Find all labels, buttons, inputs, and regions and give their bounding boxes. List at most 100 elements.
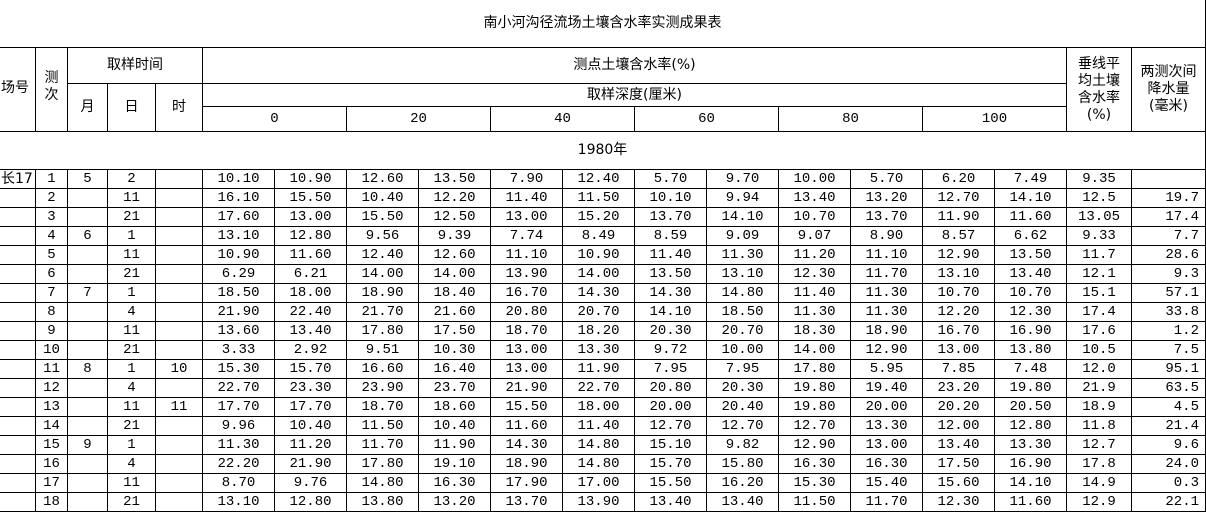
cell-text: 22.70 bbox=[577, 379, 620, 396]
table-cell: 8 bbox=[68, 360, 108, 379]
table-cell: 22.20 bbox=[203, 455, 275, 474]
cell-text: 14.00 bbox=[361, 265, 404, 282]
table-cell: 9.76 bbox=[275, 474, 347, 493]
table-cell: 12.7 bbox=[1067, 436, 1132, 455]
table-cell bbox=[68, 341, 108, 360]
cell-text: 7.5 bbox=[1173, 341, 1199, 358]
table-cell: 21.9 bbox=[1067, 379, 1132, 398]
depth-label: 0 bbox=[203, 107, 347, 132]
table-cell: 15.40 bbox=[851, 474, 923, 493]
table-cell: 11.60 bbox=[995, 208, 1067, 227]
table-cell bbox=[156, 227, 203, 246]
cell-text: 11.90 bbox=[937, 208, 980, 225]
cell-text: 22.70 bbox=[217, 379, 260, 396]
table-cell: 11.50 bbox=[779, 493, 851, 512]
cell-text: 18.90 bbox=[505, 455, 548, 472]
table-cell: 10.40 bbox=[419, 417, 491, 436]
cell-text: 16.30 bbox=[433, 474, 476, 491]
table-cell: 16.10 bbox=[203, 189, 275, 208]
cell-text: 18.70 bbox=[361, 398, 404, 415]
table-cell: 5.70 bbox=[635, 170, 707, 189]
table-cell bbox=[68, 265, 108, 284]
table-cell bbox=[0, 208, 36, 227]
table-cell: 15.10 bbox=[635, 436, 707, 455]
table-cell: 16 bbox=[36, 455, 68, 474]
cell-text: 12.40 bbox=[361, 246, 404, 263]
cell-text: 8.57 bbox=[941, 227, 976, 244]
table-cell: 15.50 bbox=[491, 398, 563, 417]
table-cell: 17.70 bbox=[203, 398, 275, 417]
cell-text: 21 bbox=[123, 493, 140, 510]
cell-text: 10.40 bbox=[433, 417, 476, 434]
cell-text: 21 bbox=[123, 208, 140, 225]
table-cell: 17 bbox=[36, 474, 68, 493]
table-cell: 12.5 bbox=[1067, 189, 1132, 208]
cell-text: 两测次间 bbox=[1140, 64, 1197, 80]
cell-text: 7.74 bbox=[509, 227, 544, 244]
table-cell: 21 bbox=[108, 417, 156, 436]
cell-text: 13.00 bbox=[505, 208, 548, 225]
table-cell: 11.7 bbox=[1067, 246, 1132, 265]
cell-text: 22.40 bbox=[289, 303, 332, 320]
cell-text: 测 bbox=[44, 70, 59, 86]
cell-text: 18.90 bbox=[865, 322, 908, 339]
cell-text: 11.90 bbox=[433, 436, 476, 453]
table-cell: 17.4 bbox=[1132, 208, 1206, 227]
table-cell: 1 bbox=[108, 284, 156, 303]
cell-text: 20.70 bbox=[577, 303, 620, 320]
cell-text: 12.90 bbox=[937, 246, 980, 263]
table-cell: 8 bbox=[36, 303, 68, 322]
cell-text: 13.50 bbox=[649, 265, 692, 282]
table-cell bbox=[68, 303, 108, 322]
table-cell: 21.90 bbox=[491, 379, 563, 398]
cell-text: 9.35 bbox=[1082, 170, 1116, 187]
table-cell: 13.10 bbox=[203, 227, 275, 246]
cell-text: 15.50 bbox=[361, 208, 404, 225]
table-cell: 7.95 bbox=[707, 360, 779, 379]
table-cell: 11.30 bbox=[203, 436, 275, 455]
cell-text: 9.70 bbox=[725, 170, 760, 187]
cell-text: 23.90 bbox=[361, 379, 404, 396]
table-cell: 15.50 bbox=[635, 474, 707, 493]
header-cell: 时 bbox=[156, 84, 203, 132]
cell-text: 4 bbox=[127, 379, 136, 396]
table-cell: 20.30 bbox=[635, 322, 707, 341]
cell-text: 19.80 bbox=[793, 398, 836, 415]
table-cell: 12.90 bbox=[779, 436, 851, 455]
cell-text: 57.1 bbox=[1165, 284, 1199, 301]
cell-text: 11.10 bbox=[865, 246, 908, 263]
table-cell: 16.90 bbox=[995, 455, 1067, 474]
cell-text: 10.40 bbox=[289, 417, 332, 434]
table-cell: 13.00 bbox=[491, 360, 563, 379]
cell-text: 21.4 bbox=[1165, 417, 1199, 434]
table-cell: 10.70 bbox=[995, 284, 1067, 303]
cell-text: 18.90 bbox=[361, 284, 404, 301]
cell-text: 14.00 bbox=[577, 265, 620, 282]
table-cell bbox=[0, 341, 36, 360]
cell-text: 21.60 bbox=[433, 303, 476, 320]
table-cell: 6 bbox=[68, 227, 108, 246]
cell-text: 取样深度(厘米) bbox=[587, 86, 682, 103]
cell-text: 9.51 bbox=[365, 341, 400, 358]
table-cell: 7.90 bbox=[491, 170, 563, 189]
table-cell bbox=[156, 474, 203, 493]
cell-text: 12.70 bbox=[937, 189, 980, 206]
table-cell: 14.00 bbox=[347, 265, 419, 284]
table-cell: 14.00 bbox=[563, 265, 635, 284]
cell-text: 13.30 bbox=[865, 417, 908, 434]
table-cell bbox=[0, 360, 36, 379]
cell-text: 17.50 bbox=[433, 322, 476, 339]
table-cell: 13.70 bbox=[491, 493, 563, 512]
table-cell: 21.90 bbox=[275, 455, 347, 474]
depth-label: 40 bbox=[491, 107, 635, 132]
table-cell: 6.29 bbox=[203, 265, 275, 284]
table-cell: 13.30 bbox=[851, 417, 923, 436]
cell-text: 13.00 bbox=[289, 208, 332, 225]
cell-text: 13.00 bbox=[937, 341, 980, 358]
cell-text: 2 bbox=[127, 170, 136, 187]
cell-text: 12.70 bbox=[721, 417, 764, 434]
table-cell: 17.90 bbox=[491, 474, 563, 493]
cell-text: 11 bbox=[123, 398, 140, 415]
table-cell: 23.30 bbox=[275, 379, 347, 398]
